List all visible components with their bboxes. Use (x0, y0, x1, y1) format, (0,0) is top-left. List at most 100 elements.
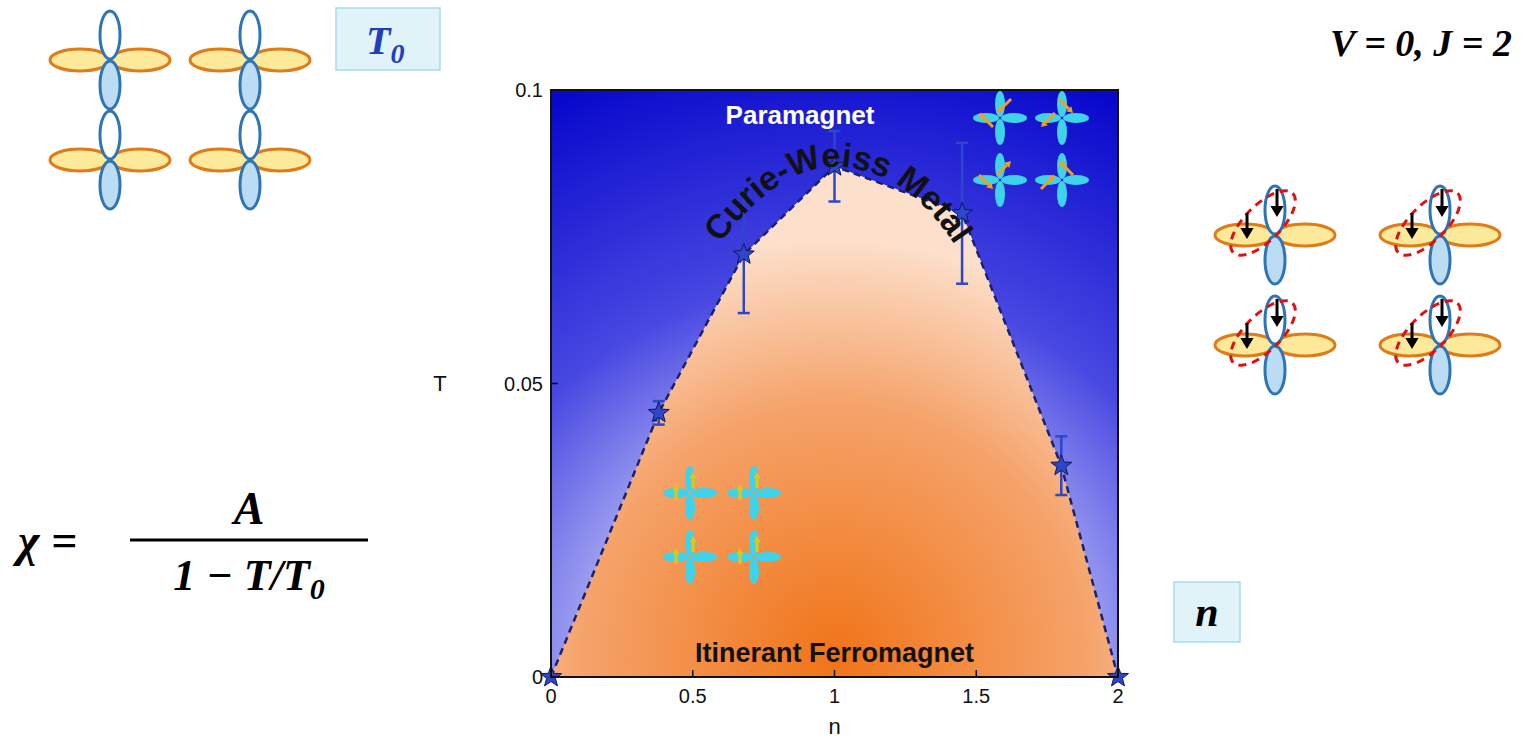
inset-lobe (1063, 113, 1089, 123)
spin-arrow-shaft (1276, 299, 1279, 316)
data-point (1051, 455, 1072, 475)
x-tick (976, 670, 978, 677)
orbital-lobe (110, 49, 170, 71)
n-box: n (1174, 582, 1240, 642)
spin-arrow-shaft (1045, 113, 1055, 123)
inset-lobe (995, 119, 1005, 145)
orbital-lobe (100, 111, 120, 159)
inset-lobe (755, 488, 781, 498)
inset-lobe (691, 552, 717, 562)
x-tick-label: 1.5 (962, 685, 990, 707)
y-tick-label: 0.05 (504, 373, 543, 395)
t0-subscript: 0 (390, 38, 404, 69)
spin-arrow-head (1041, 120, 1048, 127)
orbital-lobe (100, 11, 120, 59)
spin-arrow-shaft (1246, 213, 1249, 228)
spin-arrow-head (1270, 316, 1283, 327)
spin-arrow-shaft (1441, 189, 1444, 206)
spin-arrow-head (1270, 206, 1283, 217)
spin-arrow-shaft (739, 490, 742, 500)
formula-denominator: 1 − T/T0 (173, 551, 325, 605)
inset-lobe (1001, 113, 1027, 123)
error-bar-cap (1055, 494, 1067, 497)
spin-arrow-head (986, 182, 993, 189)
pair-outline (1386, 291, 1471, 376)
error-bar-cap (956, 282, 968, 285)
orbital-lobe (240, 111, 260, 159)
orbital-lattice-right (1215, 181, 1500, 394)
n-box-bg (1174, 582, 1240, 642)
fraction-bar (130, 539, 368, 542)
spin-arrow-head (1435, 206, 1448, 217)
x-tick-label: 0.5 (679, 685, 707, 707)
inset-lobe (973, 175, 999, 185)
orbital-lattice-left (50, 11, 310, 209)
inset-lobe (749, 558, 759, 584)
inset-lobe (685, 466, 695, 492)
y-axis-title: T (433, 371, 446, 396)
orbital-lobe (190, 49, 250, 71)
x-tick (1117, 670, 1119, 677)
inset-lobe (749, 530, 759, 556)
error-bar-cap (829, 130, 841, 133)
spin-arrow-head (1240, 338, 1253, 349)
spin-arrow-shaft (1059, 99, 1069, 109)
spin-arrow-shaft (756, 542, 759, 552)
spin-arrow-head (672, 548, 679, 554)
orbital-lobe (100, 61, 120, 109)
spin-arrow-shaft (1276, 189, 1279, 206)
formula: χ =A1 − T/T0 (12, 483, 368, 605)
inset-lobe (995, 91, 1005, 117)
orbital-lobe (250, 149, 310, 171)
spin-arrow-head (1435, 316, 1448, 327)
x-tick-label: 1 (829, 685, 840, 707)
spin-arrow-head (1066, 106, 1073, 113)
pair-outline (1221, 181, 1306, 266)
phase-boundary (551, 166, 1118, 677)
y-tick (551, 383, 558, 385)
inset-lobe (1001, 175, 1027, 185)
spin-arrow-shaft (692, 478, 695, 488)
pair-outline (1221, 291, 1306, 376)
error-bar-cap (956, 142, 968, 145)
chart: Paramagnet Itinerant Ferromagnet Curie-Wei… (433, 79, 1128, 739)
spin-arrow-head (753, 472, 760, 478)
region-label-path: Curie-Weiss Metal (696, 135, 981, 249)
spin-arrow-shaft (1411, 323, 1414, 338)
markers (541, 155, 1129, 686)
ferromagnet-inset (663, 466, 781, 584)
region-label: Itinerant Ferromagnet (695, 638, 974, 668)
paramagnet-inset (973, 91, 1089, 207)
spin-arrow-head (736, 548, 743, 554)
spin-arrow-shaft (997, 165, 1007, 175)
spin-arrow-shaft (675, 490, 678, 500)
y-tick-label: 0 (532, 666, 543, 688)
orbital-lobe (1440, 334, 1500, 356)
spin-arrow-head (1405, 338, 1418, 349)
inset-lobe (1063, 175, 1089, 185)
inset-lobe (755, 552, 781, 562)
formula-denominator-sub: 0 (310, 572, 325, 605)
error-bar-cap (653, 423, 665, 426)
spin-arrow-shaft (756, 478, 759, 488)
spin-arrow-head (1059, 161, 1066, 168)
spin-arrow-head (1405, 228, 1418, 239)
orbital-lobe (1265, 296, 1285, 344)
t0-label: T0 (366, 18, 404, 69)
orbital-lobe (100, 161, 120, 209)
region-label: Paramagnet (726, 100, 875, 130)
orbital-lobe (1275, 224, 1335, 246)
spin-arrow-shaft (1411, 213, 1414, 228)
inset-lobe (749, 466, 759, 492)
paramagnet-region (551, 90, 1118, 677)
parameters-label: V = 0, J = 2 (1330, 22, 1512, 64)
orbital-lobe (1275, 334, 1335, 356)
spin-arrow-head (979, 113, 986, 120)
inset-lobe (995, 181, 1005, 207)
formula-lhs: χ = (12, 515, 77, 566)
x-axis-title: n (828, 714, 840, 739)
plot-frame (551, 90, 1118, 677)
spin-arrow-shaft (1001, 99, 1011, 109)
spin-arrow-head (1240, 228, 1253, 239)
spin-arrow-shaft (1441, 299, 1444, 316)
